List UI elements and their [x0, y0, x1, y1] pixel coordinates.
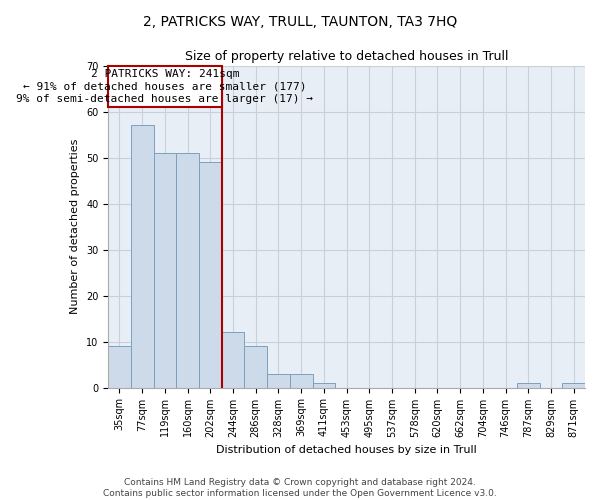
Y-axis label: Number of detached properties: Number of detached properties [70, 139, 80, 314]
Bar [131, 126, 154, 388]
Bar [290, 374, 313, 388]
Title: Size of property relative to detached houses in Trull: Size of property relative to detached ho… [185, 50, 508, 63]
X-axis label: Distribution of detached houses by size in Trull: Distribution of detached houses by size … [216, 445, 477, 455]
Bar [244, 346, 267, 388]
Bar [199, 162, 221, 388]
Text: 2, PATRICKS WAY, TRULL, TAUNTON, TA3 7HQ: 2, PATRICKS WAY, TRULL, TAUNTON, TA3 7HQ [143, 15, 457, 29]
Bar [267, 374, 290, 388]
Text: ← 91% of detached houses are smaller (177): ← 91% of detached houses are smaller (17… [23, 82, 307, 92]
Text: Contains HM Land Registry data © Crown copyright and database right 2024.
Contai: Contains HM Land Registry data © Crown c… [103, 478, 497, 498]
Bar [154, 153, 176, 388]
Bar [176, 153, 199, 388]
Bar [221, 332, 244, 388]
Bar [313, 383, 335, 388]
Bar [108, 346, 131, 388]
Bar [517, 383, 539, 388]
Text: 2 PATRICKS WAY: 241sqm: 2 PATRICKS WAY: 241sqm [91, 69, 239, 79]
Text: 9% of semi-detached houses are larger (17) →: 9% of semi-detached houses are larger (1… [16, 94, 313, 104]
Bar [108, 66, 221, 107]
Bar [562, 383, 585, 388]
